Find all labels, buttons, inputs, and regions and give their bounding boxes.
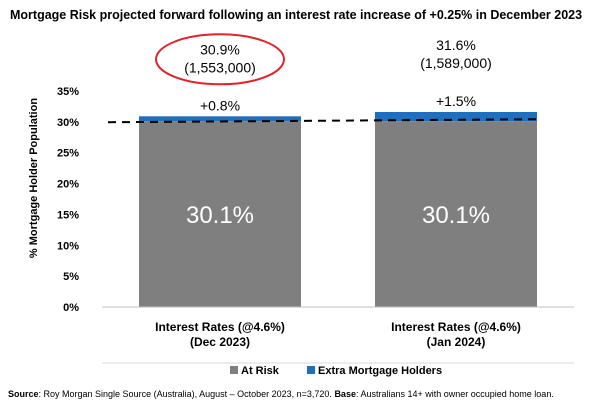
y-axis: 0% 5% 10% 15% 20% 25% 30% 35% — [57, 86, 79, 314]
bar-at-risk — [375, 121, 537, 308]
bar-extra-mortgage-holders — [375, 111, 537, 122]
y-tick-label: 25% — [57, 148, 79, 160]
data-labels: 30.1% +0.8% 30.9% (1,553,000) 30.1% +1.5% 31.6… — [155, 33, 492, 229]
y-tick-label: 15% — [57, 209, 79, 221]
bar-value-label: 30.1% — [422, 202, 490, 229]
legend-swatch — [230, 366, 238, 374]
bar-at-risk — [139, 121, 301, 308]
x-tick-label: (Jan 2024) — [427, 335, 486, 349]
base-text: : Australians 14+ with owner occupied ho… — [355, 389, 554, 399]
y-tick-label: 10% — [57, 240, 79, 252]
total-percent-label: 30.9% — [200, 41, 240, 57]
highlight-circle — [155, 33, 285, 86]
extra-value-label: +0.8% — [200, 97, 240, 113]
bar-extra-mortgage-holders — [139, 116, 301, 122]
legend-label: Extra Mortgage Holders — [318, 365, 442, 377]
bars — [107, 111, 537, 308]
x-tick-label: Interest Rates (@4.6%) — [391, 320, 521, 334]
chart-title: Mortgage Risk projected forward followin… — [10, 8, 583, 22]
y-tick-label: 0% — [63, 302, 79, 314]
y-tick-label: 5% — [63, 271, 79, 283]
y-tick-label: 35% — [57, 86, 79, 98]
y-tick-label: 30% — [57, 117, 79, 129]
y-tick-label: 20% — [57, 179, 79, 191]
x-tick-label: (Dec 2023) — [190, 335, 250, 349]
source-note: Source: Roy Morgan Single Source (Austra… — [8, 389, 554, 399]
x-tick-label: Interest Rates (@4.6%) — [155, 320, 285, 334]
source-text: : Roy Morgan Single Source (Australia), … — [38, 389, 335, 399]
base-label: Base — [334, 389, 356, 399]
bar-value-label: 30.1% — [186, 202, 254, 229]
source-label: Source — [8, 389, 39, 399]
legend: At Risk Extra Mortgage Holders — [102, 362, 574, 377]
y-axis-label: % Mortgage Holder Population — [28, 98, 40, 258]
extra-value-label: +1.5% — [436, 93, 476, 109]
x-axis: Interest Rates (@4.6%)(Dec 2023)Interest… — [102, 306, 574, 349]
legend-swatch — [307, 366, 315, 374]
reference-line — [107, 118, 537, 124]
legend-label: At Risk — [241, 365, 280, 377]
total-percent-label: 31.6% — [436, 37, 476, 53]
total-count-label: (1,553,000) — [184, 59, 256, 75]
total-count-label: (1,589,000) — [420, 55, 492, 71]
